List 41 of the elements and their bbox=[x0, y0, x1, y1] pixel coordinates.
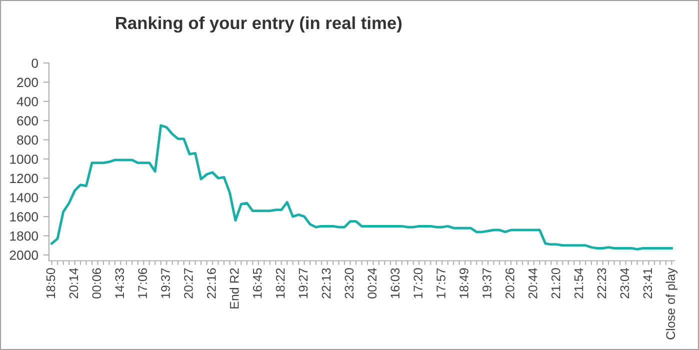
x-tick-label: 22:23 bbox=[597, 268, 606, 298]
x-tick-label: Close of play bbox=[666, 268, 678, 340]
y-tick-label: 2000 bbox=[10, 250, 38, 260]
y-tick-label: 1000 bbox=[10, 154, 38, 164]
x-tick-label: 21:54 bbox=[574, 268, 584, 298]
y-tick-label: 1200 bbox=[10, 174, 38, 184]
x-tick-label: 16:45 bbox=[252, 268, 262, 298]
y-tick-label: 800 bbox=[17, 135, 38, 145]
x-tick-label: 00:24 bbox=[368, 268, 377, 298]
x-tick-label: 00:06 bbox=[92, 268, 102, 298]
x-tick-label: 19:37 bbox=[161, 268, 170, 298]
x-tick-label: 22:16 bbox=[207, 268, 216, 298]
x-tick-label: 18:22 bbox=[276, 268, 285, 298]
x-tick-label: 17:20 bbox=[414, 268, 422, 298]
x-tick-label: 23:20 bbox=[344, 268, 354, 298]
x-tick-label: 23:41 bbox=[643, 268, 652, 298]
y-tick-label: 1600 bbox=[10, 212, 38, 222]
x-tick-label: 21:20 bbox=[551, 268, 560, 298]
x-tick-label: 23:04 bbox=[620, 268, 630, 298]
x-tick-label: 20:44 bbox=[528, 268, 538, 298]
y-tick-label: 0 bbox=[32, 58, 38, 68]
x-tick-label: 20:27 bbox=[184, 268, 193, 298]
y-tick-label: 400 bbox=[16, 96, 38, 106]
x-tick-label: 19:27 bbox=[298, 268, 308, 298]
x-tick-label: 17:06 bbox=[138, 268, 147, 298]
x-tick-label: 14:33 bbox=[115, 268, 124, 298]
y-tick-label: 1800 bbox=[10, 231, 38, 241]
x-tick-label: 17:57 bbox=[436, 268, 446, 298]
y-tick-label: 600 bbox=[17, 116, 38, 126]
x-tick-label: End R2 bbox=[230, 268, 239, 308]
x-tick-label: 22:13 bbox=[322, 268, 331, 298]
line-series bbox=[50, 124, 673, 250]
x-tick-label: 18:49 bbox=[460, 268, 468, 298]
chart-title: Ranking of your entry (in real time) bbox=[116, 16, 402, 33]
y-tick-label: 1400 bbox=[10, 192, 38, 202]
x-tick-label: 20:26 bbox=[505, 268, 514, 298]
x-tick-label: 16:03 bbox=[390, 268, 400, 298]
x-tick-label: 19:37 bbox=[482, 268, 492, 298]
x-tick-label: 18:50 bbox=[46, 268, 56, 298]
x-tick-label: 20:14 bbox=[69, 268, 78, 298]
y-tick-label: 200 bbox=[17, 78, 38, 88]
